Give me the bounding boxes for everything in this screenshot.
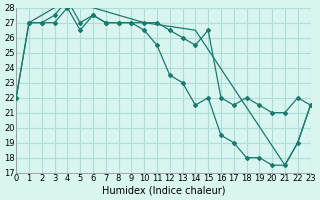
- X-axis label: Humidex (Indice chaleur): Humidex (Indice chaleur): [102, 186, 225, 196]
